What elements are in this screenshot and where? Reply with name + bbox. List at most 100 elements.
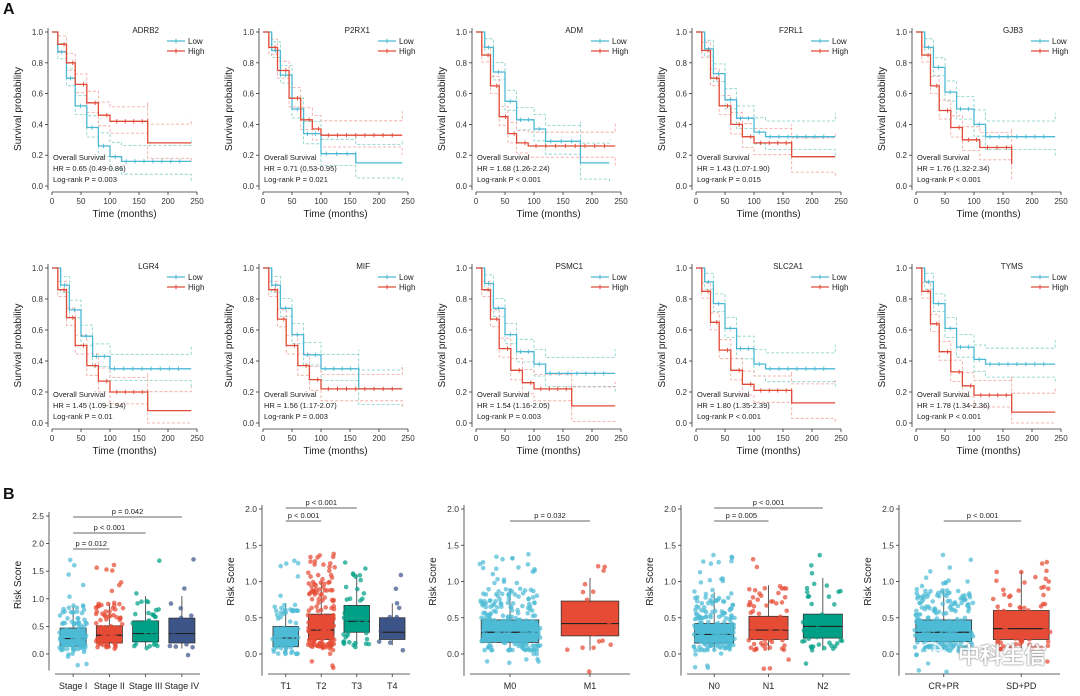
- data-point: [74, 605, 80, 611]
- data-point: [520, 635, 526, 640]
- y-tick-label: 1.0: [32, 28, 44, 37]
- data-point: [321, 562, 326, 567]
- data-point: [941, 611, 946, 616]
- ci-band: [696, 267, 836, 354]
- data-point: [273, 631, 279, 637]
- data-point: [142, 633, 148, 639]
- data-point: [916, 612, 921, 618]
- data-point: [919, 632, 924, 638]
- x-tick-label: N1: [763, 681, 775, 691]
- data-point: [923, 575, 929, 580]
- x-tick-label: 0: [50, 197, 55, 206]
- data-point: [537, 625, 543, 631]
- legend-title: MIF: [356, 262, 370, 271]
- legend-title: TYMS: [1001, 262, 1023, 271]
- data-point: [323, 605, 329, 610]
- ci-band: [476, 31, 610, 144]
- data-point: [150, 628, 155, 633]
- km-plots: 0.0 0.2 0.4 0.6 0.8 1.0 0 50 100 150 200 250 Time (m…: [13, 26, 1068, 457]
- data-point: [357, 573, 363, 578]
- data-point: [479, 615, 484, 621]
- data-point: [398, 572, 404, 578]
- y-tick-label: 0.2: [32, 151, 44, 160]
- data-point: [486, 587, 491, 592]
- data-point: [693, 637, 699, 643]
- data-point: [698, 580, 704, 585]
- data-point: [75, 616, 81, 621]
- data-point: [314, 643, 320, 648]
- y-axis-label: Risk Score: [226, 557, 237, 606]
- data-point: [528, 647, 533, 653]
- x-axis-label: Time (months): [303, 446, 367, 457]
- data-point: [314, 618, 319, 624]
- data-point: [722, 619, 727, 625]
- data-point: [100, 642, 106, 648]
- data-point: [827, 640, 832, 646]
- data-point: [509, 614, 514, 619]
- data-point: [958, 625, 964, 631]
- data-point: [80, 582, 86, 588]
- ci-band: [476, 31, 610, 182]
- km-plot-p2rx1: 0.0 0.2 0.4 0.6 0.8 1.0 0 50 100 150 200 250 Time (m…: [224, 26, 415, 220]
- x-tick-label: 200: [1025, 434, 1039, 443]
- data-point: [1027, 622, 1033, 628]
- data-point: [345, 633, 350, 638]
- significance-label: p = 0.005: [726, 511, 758, 520]
- data-point: [99, 629, 105, 634]
- data-point: [970, 600, 976, 606]
- box-plot-5: 0.0 0.5 1.0 1.5 2.0 Risk Score CR+PR SD+PD p < 0…: [863, 504, 1060, 691]
- data-point: [509, 608, 515, 613]
- data-point: [309, 584, 314, 589]
- data-point: [327, 579, 332, 585]
- data-point: [314, 604, 319, 609]
- data-point: [968, 557, 974, 563]
- data-point: [282, 602, 287, 608]
- x-tick-label: 50: [77, 197, 86, 206]
- data-point: [705, 645, 710, 651]
- data-point: [507, 660, 512, 666]
- data-point: [930, 599, 935, 604]
- data-point: [1019, 639, 1025, 645]
- data-point: [697, 615, 703, 621]
- x-tick-label: 250: [614, 434, 628, 443]
- data-point: [80, 635, 86, 641]
- box-plot-3: 0.0 0.5 1.0 1.5 2.0 Risk Score M0 M1 p = 0.032: [428, 504, 630, 691]
- data-point: [1008, 593, 1013, 599]
- data-point: [1027, 637, 1032, 642]
- data-point: [292, 558, 297, 564]
- data-point: [534, 593, 540, 598]
- data-point: [779, 600, 785, 605]
- data-point: [84, 661, 89, 667]
- y-axis-label: Survival probability: [877, 67, 888, 151]
- data-point: [356, 620, 361, 626]
- y-axis-label: Survival probability: [224, 67, 235, 151]
- data-point: [996, 615, 1002, 621]
- y-tick-label: 0.0: [882, 649, 894, 659]
- box-plot-1: 0.0 0.5 1.0 1.5 2.0 2.5 Risk Score Stage I Stage…: [13, 507, 200, 691]
- data-point: [519, 639, 525, 645]
- ci-band: [476, 267, 616, 423]
- y-tick-label: 0.0: [896, 182, 908, 191]
- y-tick-label: 0.0: [896, 419, 908, 428]
- data-point: [752, 635, 757, 640]
- data-point: [110, 568, 115, 573]
- data-point: [400, 648, 406, 653]
- data-point: [481, 628, 486, 634]
- data-point: [954, 638, 960, 643]
- data-point: [776, 590, 781, 596]
- data-point: [480, 565, 486, 571]
- data-point: [272, 604, 278, 610]
- ci-band: [52, 31, 192, 125]
- y-tick-label: 0.0: [245, 649, 257, 659]
- data-point: [945, 644, 951, 650]
- ci-band: [696, 31, 836, 122]
- data-point: [64, 646, 70, 652]
- data-point: [757, 591, 762, 596]
- data-point: [756, 611, 762, 617]
- data-point: [999, 623, 1004, 628]
- data-point: [294, 651, 299, 657]
- data-point: [703, 595, 708, 600]
- data-point: [117, 601, 122, 607]
- data-point: [708, 597, 713, 603]
- x-tick-label: N0: [708, 681, 720, 691]
